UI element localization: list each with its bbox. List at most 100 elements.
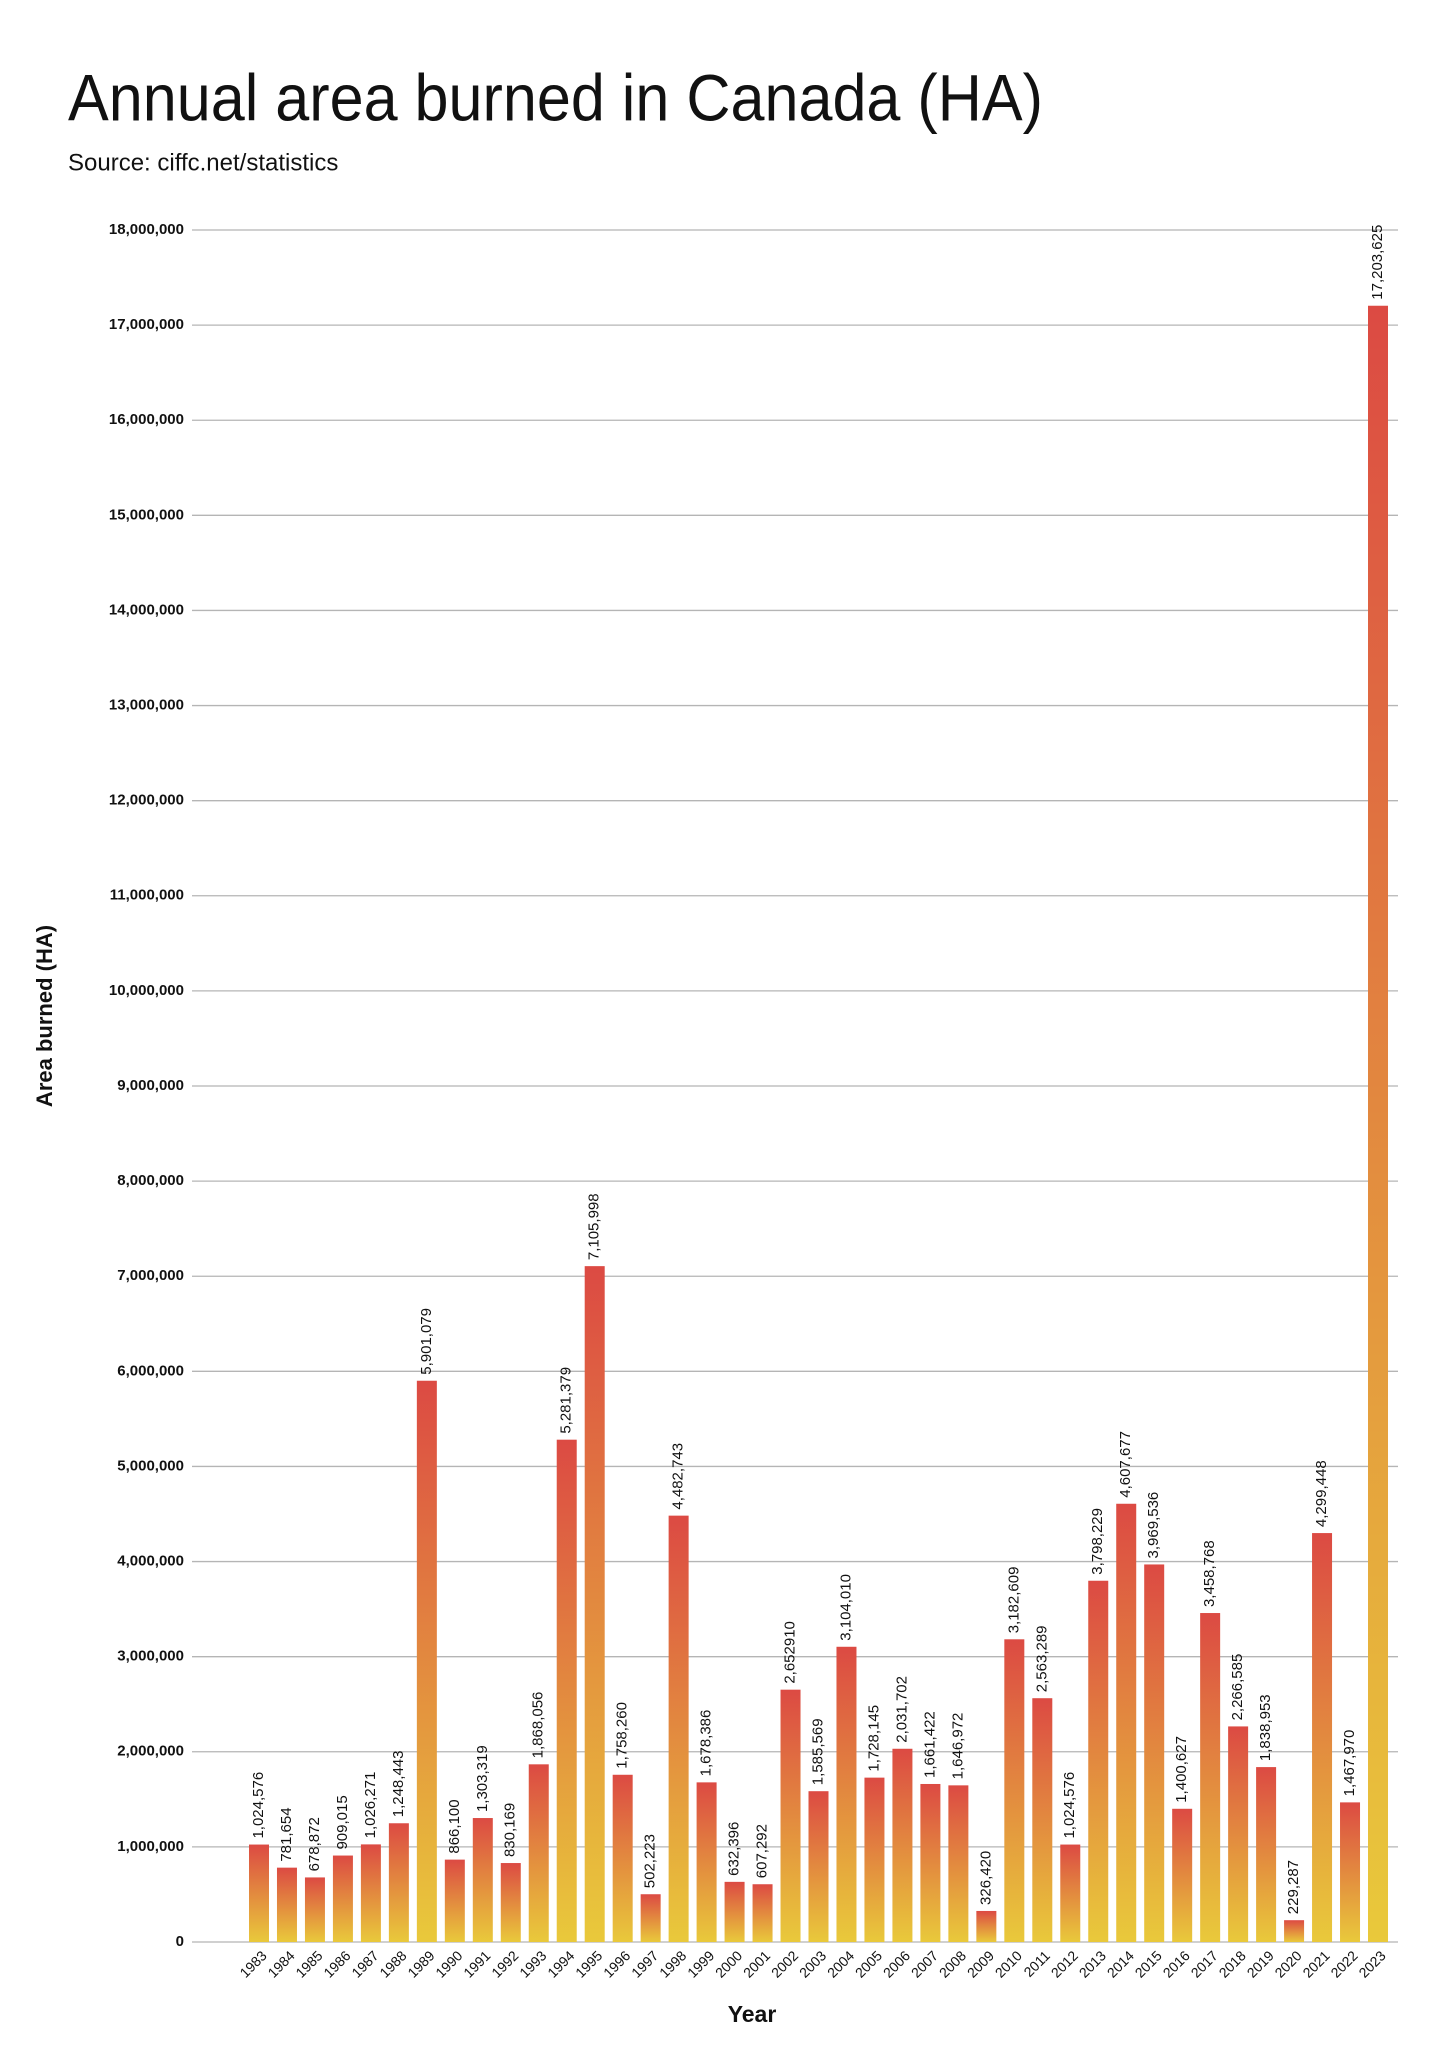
bar: [528, 1764, 549, 1942]
bar: [1004, 1639, 1025, 1942]
x-tick-label: 2003: [796, 1947, 829, 1980]
value-label: 3,182,609: [1005, 1567, 1022, 1634]
bar: [249, 1844, 269, 1942]
y-tick-label: 1,000,000: [117, 1838, 184, 1855]
value-label: 1,728,145: [865, 1705, 882, 1772]
y-tick-label: 10,000,000: [109, 982, 184, 999]
bar: [640, 1894, 661, 1942]
bar: [388, 1823, 409, 1942]
y-tick-label: 17,000,000: [109, 316, 184, 333]
value-label: 1,400,627: [1173, 1736, 1190, 1803]
x-tick-label: 2012: [1048, 1947, 1081, 1980]
x-tick-label: 2011: [1020, 1947, 1053, 1980]
bar: [1144, 1564, 1165, 1942]
x-tick-label: 2001: [740, 1947, 773, 1980]
bar: [1256, 1767, 1277, 1942]
value-label: 607,292: [754, 1824, 771, 1878]
value-label: 1,024,576: [250, 1772, 267, 1839]
x-tick-label: 1984: [264, 1947, 297, 1980]
bar: [304, 1877, 325, 1942]
x-tick-label: 2000: [712, 1947, 745, 1980]
x-tick-label: 1996: [600, 1947, 633, 1980]
bar: [500, 1863, 521, 1942]
bar: [612, 1774, 633, 1942]
x-tick-label: 1987: [348, 1947, 381, 1980]
x-tick-label: 2018: [1216, 1947, 1249, 1980]
bar: [668, 1515, 689, 1942]
value-label: 1,758,260: [614, 1702, 631, 1769]
y-axis-label: Area burned (HA): [32, 925, 57, 1107]
value-label: 1,024,576: [1061, 1772, 1078, 1839]
bar: [332, 1855, 353, 1942]
value-label: 1,248,443: [390, 1751, 407, 1818]
y-tick-label: 4,000,000: [117, 1553, 184, 1570]
value-label: 781,654: [278, 1807, 295, 1861]
value-label: 1,585,569: [809, 1718, 826, 1785]
bar: [976, 1910, 997, 1942]
bar: [472, 1818, 493, 1942]
x-tick-label: 1997: [628, 1947, 661, 1980]
value-label: 678,872: [306, 1817, 323, 1871]
y-tick-label: 6,000,000: [117, 1362, 184, 1379]
bar: [1340, 1802, 1361, 1942]
x-tick-label: 1985: [292, 1947, 325, 1980]
x-tick-label: 2014: [1104, 1947, 1137, 1980]
x-tick-label: 1983: [236, 1947, 269, 1980]
x-tick-label: 1998: [656, 1947, 689, 1980]
x-tick-label: 2022: [1327, 1947, 1360, 1980]
x-tick-label: 2015: [1132, 1947, 1165, 1980]
value-label: 1,678,386: [698, 1710, 715, 1777]
x-tick-label: 2005: [852, 1947, 885, 1980]
x-tick-label: 1994: [544, 1947, 577, 1980]
y-tick-label: 18,000,000: [109, 221, 184, 238]
y-tick-label: 2,000,000: [117, 1743, 184, 1760]
x-tick-label: 2010: [992, 1947, 1025, 1980]
chart-subtitle: Source: ciffc.net/statistics: [68, 149, 338, 176]
value-label: 2,031,702: [893, 1676, 910, 1743]
value-label: 3,969,536: [1145, 1492, 1162, 1559]
bar: [556, 1439, 577, 1942]
bar: [360, 1844, 381, 1942]
value-label: 326,420: [977, 1851, 994, 1905]
bar: [1060, 1844, 1081, 1942]
x-tick-label: 2002: [768, 1947, 801, 1980]
x-tick-label: 1989: [404, 1947, 437, 1980]
x-tick-label: 2021: [1299, 1947, 1332, 1980]
bar: [1368, 305, 1388, 1942]
y-tick-label: 11,000,000: [110, 887, 184, 904]
value-label: 17,203,625: [1369, 225, 1386, 300]
y-tick-label: 14,000,000: [109, 601, 184, 618]
x-tick-label: 1995: [572, 1947, 605, 1980]
bar: [808, 1791, 829, 1942]
value-label: 4,482,743: [670, 1443, 687, 1510]
value-label: 229,287: [1285, 1860, 1302, 1914]
bar: [584, 1266, 605, 1942]
bar: [696, 1782, 717, 1942]
x-tick-label: 1992: [488, 1947, 521, 1980]
value-label: 2,563,289: [1033, 1625, 1050, 1692]
x-tick-label: 2004: [824, 1947, 857, 1980]
value-label: 1,646,972: [949, 1713, 966, 1780]
bar: [836, 1646, 857, 1942]
value-label: 1,868,056: [530, 1692, 547, 1759]
x-tick-label: 2019: [1243, 1947, 1276, 1980]
value-label: 4,299,448: [1313, 1460, 1330, 1527]
bar: [752, 1884, 773, 1942]
x-tick-label: 1988: [376, 1947, 409, 1980]
x-tick-label: 2017: [1188, 1947, 1221, 1980]
y-tick-label: 5,000,000: [117, 1457, 184, 1474]
value-label: 4,607,677: [1117, 1431, 1134, 1498]
bar: [780, 1689, 801, 1942]
bar: [724, 1881, 745, 1942]
x-tick-label: 1993: [516, 1947, 549, 1980]
bar: [920, 1783, 941, 1942]
value-label: 909,015: [334, 1795, 351, 1849]
bar: [1200, 1613, 1221, 1942]
chart-title: Annual area burned in Canada (HA): [68, 60, 1043, 134]
bar: [1032, 1698, 1053, 1942]
value-label: 2,652910: [781, 1621, 798, 1684]
x-tick-label: 2008: [936, 1947, 969, 1980]
y-tick-label: 13,000,000: [109, 697, 184, 714]
value-label: 7,105,998: [586, 1193, 603, 1260]
